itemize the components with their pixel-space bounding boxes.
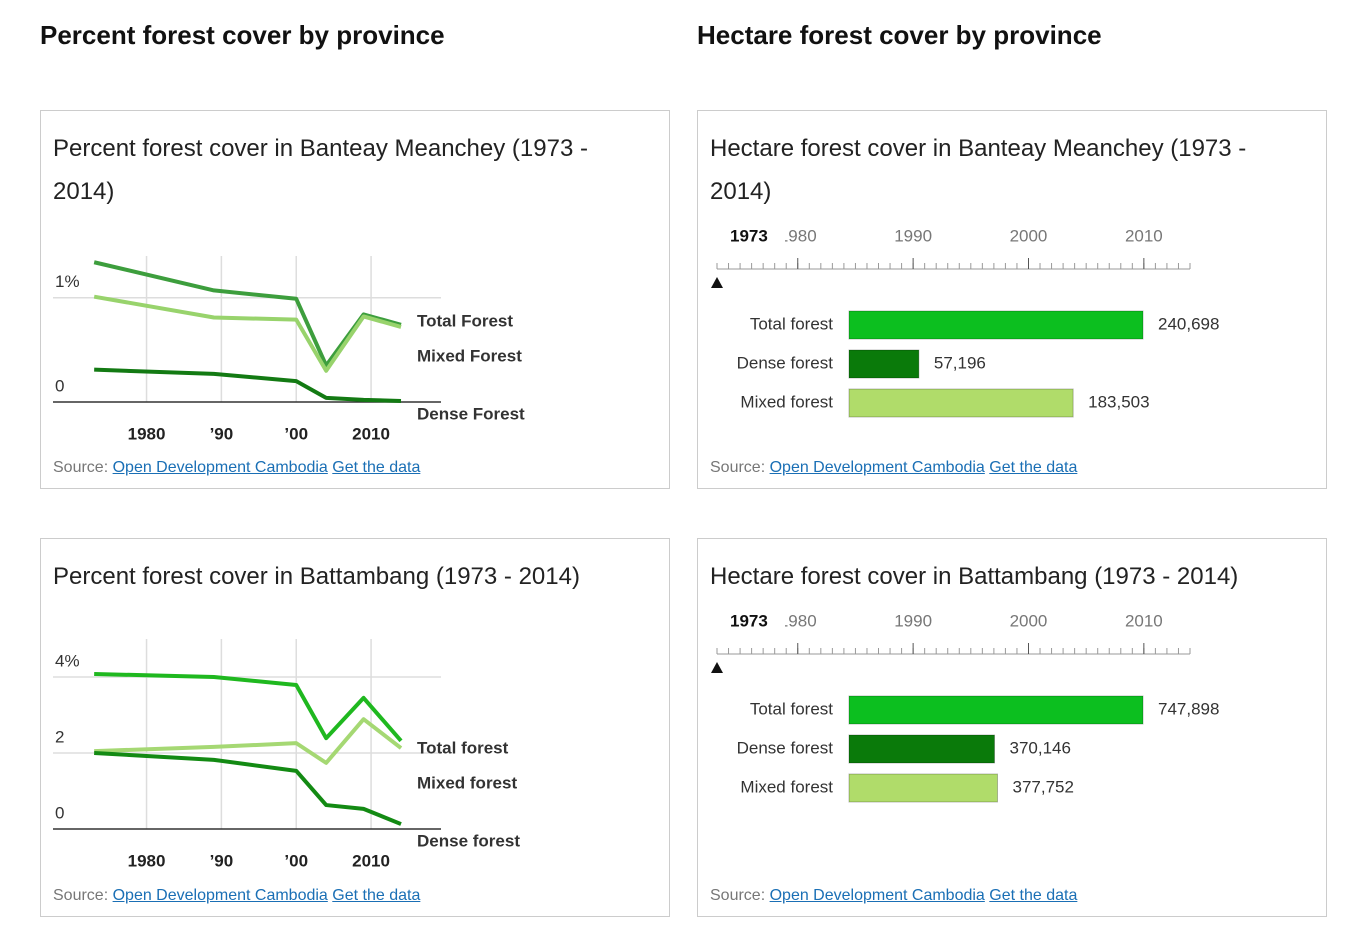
source-link[interactable]: Get the data bbox=[332, 887, 421, 904]
bar-value-label: 377,752 bbox=[1012, 777, 1073, 796]
timeline-label: 2010 bbox=[1125, 226, 1163, 245]
bar bbox=[848, 388, 1074, 418]
series-label: Dense Forest bbox=[417, 404, 525, 423]
chart-card: 1980 ’90 ’00 2010 0 2 4% Total forest Mixed fore… bbox=[40, 538, 670, 917]
source-link[interactable]: Open Development Cambodia bbox=[112, 459, 328, 476]
series-line bbox=[94, 671, 403, 743]
timeline-label: 1980 bbox=[779, 611, 817, 630]
x-tick-label: 1980 bbox=[128, 851, 166, 870]
chart: 1980 ’90 ’00 2010 0 2 4% Total forest Mixed fore… bbox=[53, 639, 520, 870]
bar-value-label: 240,698 bbox=[1158, 314, 1219, 333]
chart: 1980 ’90 ’00 2010 0 1% Total Forest Mixed Fores… bbox=[53, 256, 525, 443]
source-link[interactable]: Open Development Cambodia bbox=[769, 459, 985, 476]
timeline-handle bbox=[711, 277, 723, 288]
chart-title: Percent forest cover in Banteay Meanchey… bbox=[53, 135, 588, 205]
y-tick-label: 2 bbox=[55, 727, 64, 746]
series-line bbox=[94, 367, 402, 403]
x-tick-label: ’90 bbox=[210, 851, 234, 870]
y-tick-label: 1% bbox=[55, 272, 80, 291]
chart-title: Hectare forest cover in Banteay Meanchey… bbox=[710, 135, 1247, 205]
source-label: Source: bbox=[710, 459, 766, 476]
series-label: Mixed forest bbox=[417, 773, 517, 792]
y-tick-label: 4% bbox=[55, 651, 80, 670]
source-line: Source: Open Development Cambodia Get th… bbox=[710, 457, 1077, 479]
label-backing bbox=[725, 223, 785, 251]
y-tick-label: 0 bbox=[55, 376, 64, 395]
timeline-label: 1990 bbox=[894, 226, 932, 245]
source-label: Source: bbox=[53, 459, 109, 476]
series-line bbox=[94, 751, 402, 826]
series-line bbox=[94, 717, 403, 765]
timeline-selected-label: 1973 bbox=[730, 226, 768, 245]
bar bbox=[848, 695, 1144, 725]
bar-value-label: 57,196 bbox=[934, 353, 986, 372]
label-backing bbox=[725, 608, 785, 636]
source-link[interactable]: Open Development Cambodia bbox=[112, 887, 328, 904]
series-label: Mixed Forest bbox=[417, 346, 522, 365]
chart: 1980 1990 2000 2010 1973 Total forest 240,698 D… bbox=[711, 223, 1219, 418]
source-link[interactable]: Open Development Cambodia bbox=[769, 887, 985, 904]
series-label: Dense forest bbox=[417, 831, 520, 850]
bar-category-label: Dense forest bbox=[737, 738, 834, 757]
source-line: Source: Open Development Cambodia Get th… bbox=[53, 885, 420, 907]
chart-card: 1980 1990 2000 2010 1973 Total forest 747,898 D… bbox=[697, 538, 1327, 917]
series-line bbox=[93, 260, 402, 368]
bar bbox=[848, 349, 920, 379]
bar-value-label: 370,146 bbox=[1010, 738, 1071, 757]
bar-category-label: Mixed forest bbox=[740, 392, 833, 411]
timeline-label: 1980 bbox=[779, 226, 817, 245]
source-line: Source: Open Development Cambodia Get th… bbox=[710, 885, 1077, 907]
source-link[interactable]: Get the data bbox=[332, 459, 421, 476]
x-tick-label: ’90 bbox=[210, 424, 234, 443]
bar-category-label: Dense forest bbox=[737, 353, 834, 372]
series-label: Total forest bbox=[417, 738, 509, 757]
chart-title: Percent forest cover in Battambang (1973… bbox=[53, 563, 580, 590]
series-label: Total Forest bbox=[417, 311, 513, 330]
bar bbox=[848, 773, 998, 803]
chart-card: 1980 ’90 ’00 2010 0 1% Total Forest Mixed Fores… bbox=[40, 110, 670, 489]
chart: 1980 1990 2000 2010 1973 Total forest 747,898 D… bbox=[711, 608, 1219, 803]
bar bbox=[848, 310, 1144, 340]
source-link[interactable]: Get the data bbox=[989, 887, 1078, 904]
bar-value-label: 183,503 bbox=[1088, 392, 1149, 411]
bar-category-label: Mixed forest bbox=[740, 777, 833, 796]
bar-category-label: Total forest bbox=[750, 314, 833, 333]
chart-title: Hectare forest cover in Battambang (1973… bbox=[710, 563, 1239, 590]
chart-card: 1980 1990 2000 2010 1973 Total forest 240,698 D… bbox=[697, 110, 1327, 489]
source-label: Source: bbox=[53, 887, 109, 904]
timeline-label: 2000 bbox=[1010, 226, 1048, 245]
section-heading: Percent forest cover by province bbox=[40, 20, 445, 50]
timeline-label: 2000 bbox=[1010, 611, 1048, 630]
y-tick-label: 0 bbox=[55, 803, 64, 822]
x-tick-label: 2010 bbox=[352, 424, 390, 443]
timeline-handle bbox=[711, 662, 723, 673]
x-tick-label: 2010 bbox=[352, 851, 390, 870]
timeline-label: 2010 bbox=[1125, 611, 1163, 630]
x-tick-label: 1980 bbox=[128, 424, 166, 443]
section-heading: Hectare forest cover by province bbox=[697, 20, 1102, 50]
x-tick-label: ’00 bbox=[284, 424, 308, 443]
bar bbox=[848, 734, 996, 764]
x-tick-label: ’00 bbox=[284, 851, 308, 870]
source-link[interactable]: Get the data bbox=[989, 459, 1078, 476]
timeline-label: 1990 bbox=[894, 611, 932, 630]
series-line bbox=[93, 294, 402, 373]
bar-category-label: Total forest bbox=[750, 699, 833, 718]
source-label: Source: bbox=[710, 887, 766, 904]
bar-value-label: 747,898 bbox=[1158, 699, 1219, 718]
source-line: Source: Open Development Cambodia Get th… bbox=[53, 457, 420, 479]
timeline-selected-label: 1973 bbox=[730, 611, 768, 630]
